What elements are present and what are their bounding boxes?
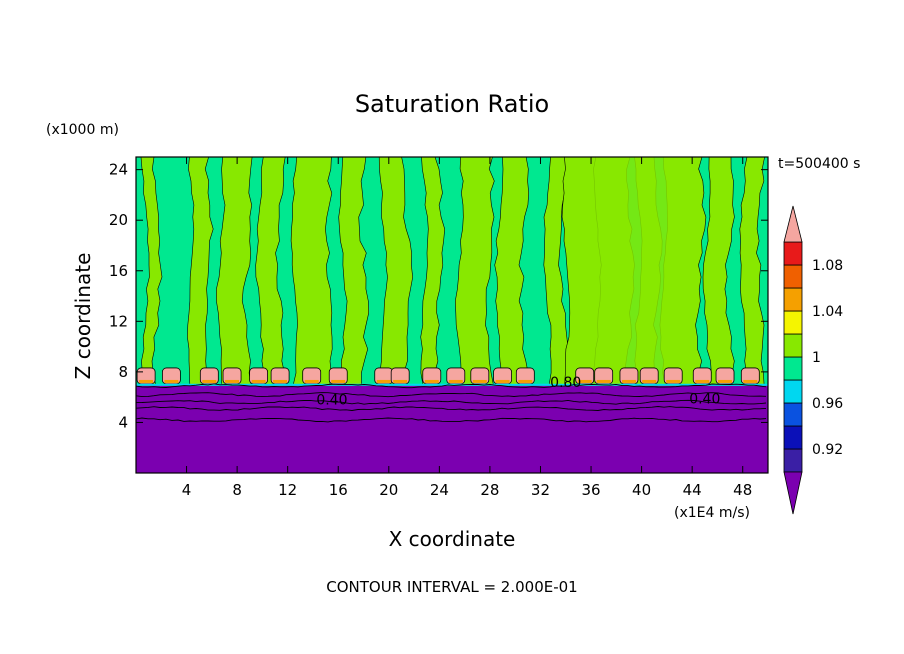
colorbar-max-arrow: [783, 205, 803, 243]
supersaturated-cell-edge: [642, 379, 657, 383]
supersaturated-cell-edge: [376, 379, 391, 383]
contour-line: [136, 383, 767, 389]
colorbar-label: 1.04: [812, 304, 843, 320]
contour-line: [136, 399, 767, 405]
colorbar-label: 0.92: [812, 442, 843, 458]
x-tick-label: 8: [232, 481, 242, 499]
colorbar-label: 1: [812, 350, 821, 366]
supersaturated-cell-edge: [743, 379, 758, 383]
y-tick-label: 8: [118, 363, 128, 381]
contour-labels: 0.40 0.80 0.40: [316, 375, 720, 409]
y-tick-label: 12: [109, 312, 128, 330]
supersaturated-cell-edge: [424, 379, 439, 383]
colorbar-bin: [783, 402, 803, 427]
supersaturated-cell-edge: [448, 379, 463, 383]
colorbar-bin: [783, 310, 803, 335]
supersaturated-cell-edge: [718, 379, 733, 383]
y-tick-label: 20: [109, 211, 128, 229]
contour-interval-footer: CONTOUR INTERVAL = 2.000E-01: [326, 578, 577, 596]
supersaturated-cell-edge: [518, 379, 533, 383]
contour-label: 0.80: [550, 375, 581, 391]
time-label: t=500400 s: [778, 156, 860, 172]
plot-frame: [135, 156, 769, 474]
y-tick-label: 4: [118, 413, 128, 431]
x-axis-title: X coordinate: [389, 527, 516, 551]
contour-fills: [136, 157, 768, 473]
supersaturated-cell-edge: [472, 379, 487, 383]
supersaturated-cell-edge: [621, 379, 636, 383]
supersaturated-cell-edge: [273, 379, 288, 383]
x-tick-label: 40: [632, 481, 651, 499]
colorbar-bin: [783, 333, 803, 358]
colorbar-min-arrow: [783, 471, 803, 515]
supersaturated-cell-edge: [304, 379, 319, 383]
saturated-region: [572, 157, 693, 386]
x-tick-label: 12: [278, 481, 297, 499]
contour-line: [136, 392, 767, 398]
colorbar-bin: [783, 379, 803, 404]
supersaturated-cell-edge: [331, 379, 346, 383]
contour-label: 0.40: [689, 391, 720, 407]
colorbar-legend: 0.92 0.96 1 1.04 1.08: [783, 205, 843, 515]
contour-plot-area: [136, 157, 768, 473]
x-tick-label: 28: [480, 481, 499, 499]
supersaturated-cell-edge: [666, 379, 681, 383]
colorbar-bin: [783, 264, 803, 289]
supersaturated-cell-edge: [695, 379, 710, 383]
supersaturated-cell-edge: [596, 379, 611, 383]
colorbar-label: 0.96: [812, 396, 843, 412]
x-tick-label: 20: [379, 481, 398, 499]
supersaturated-cell-edge: [225, 379, 240, 383]
contour-label: 0.40: [316, 393, 347, 409]
y-axis-title: Z coordinate: [71, 253, 95, 380]
y-tick-label: 16: [109, 262, 128, 280]
colorbar-bin: [783, 356, 803, 381]
colorbar-bin: [783, 287, 803, 312]
supersaturated-cell-edge: [393, 379, 408, 383]
colorbar-bin: [783, 448, 803, 473]
contour-line: [136, 406, 767, 411]
supersaturated-cell-edge: [251, 379, 266, 383]
chart-title: Saturation Ratio: [355, 90, 549, 118]
x-unit-label: (x1E4 m/s): [674, 505, 750, 521]
supersaturated-cell-edge: [202, 379, 217, 383]
y-unit-label: (x1000 m): [46, 122, 119, 138]
x-tick-label: 36: [581, 481, 600, 499]
x-tick-label: 48: [733, 481, 752, 499]
x-tick-label: 32: [531, 481, 550, 499]
saturated-streak: [290, 157, 333, 386]
supersaturated-cell-edge: [577, 379, 592, 383]
colorbar-bin: [783, 241, 803, 266]
supersaturated-cell-edge: [164, 379, 179, 383]
x-tick-label: 44: [683, 481, 702, 499]
dry-layer: [136, 385, 768, 473]
contour-lines: [136, 383, 767, 423]
x-tick-label: 24: [430, 481, 449, 499]
supersaturated-cell-edge: [139, 379, 154, 383]
y-tick-label: 24: [109, 161, 128, 179]
colorbar-bin: [783, 425, 803, 450]
colorbar-label: 1.08: [812, 258, 843, 274]
supersaturated-cell-edge: [495, 379, 510, 383]
x-tick-label: 16: [329, 481, 348, 499]
contour-line: [136, 417, 767, 423]
x-tick-label: 4: [182, 481, 192, 499]
